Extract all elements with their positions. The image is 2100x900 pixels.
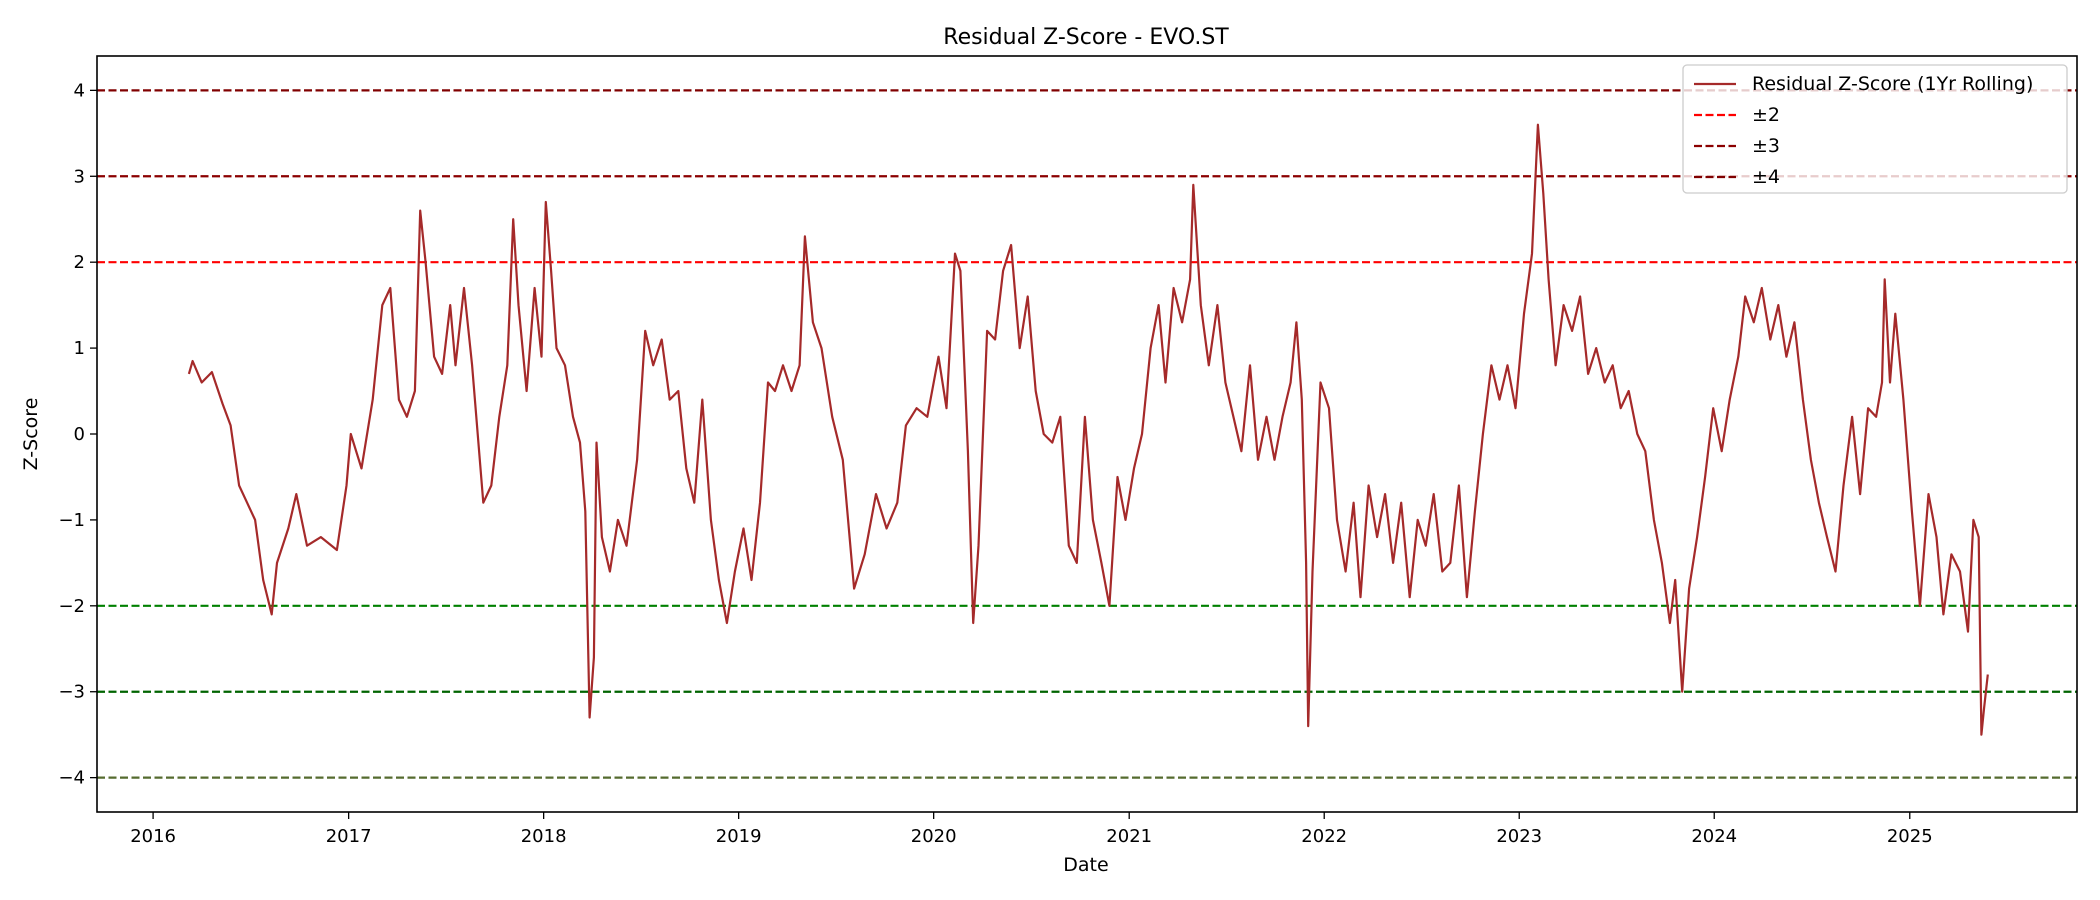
series-line-0	[187, 123, 1989, 736]
x-tick-label: 2022	[1301, 826, 1347, 847]
chart-title: Residual Z-Score - EVO.ST	[943, 25, 1229, 50]
y-tick-label: 1	[74, 338, 85, 359]
y-tick-label: −4	[58, 768, 85, 789]
legend: Residual Z-Score (1Yr Rolling) ±2 ±3 ±4	[1682, 64, 2068, 194]
y-tick-label: 0	[74, 424, 85, 445]
y-tick-label: −2	[58, 596, 85, 617]
x-axis-ticks: 2016 2017 2018 2019 2020 2021 2022 2023 2024 2025	[130, 812, 1933, 847]
legend-label-3: ±4	[1752, 166, 1780, 188]
x-tick-label: 2016	[130, 826, 176, 847]
x-tick-label: 2024	[1691, 826, 1737, 847]
legend-box	[1682, 64, 2068, 194]
legend-label-1: ±2	[1752, 104, 1780, 126]
y-tick-label: −1	[58, 510, 85, 531]
y-tick-label: −3	[58, 682, 85, 703]
y-tick-label: 2	[74, 252, 85, 273]
x-tick-label: 2025	[1887, 826, 1933, 847]
series-layer	[187, 123, 1989, 736]
legend-label-2: ±3	[1752, 135, 1780, 157]
x-tick-label: 2019	[716, 826, 762, 847]
x-tick-label: 2023	[1496, 826, 1542, 847]
y-axis-ticks: 4 3 2 1 0 −1 −2 −3 −4	[58, 80, 97, 789]
y-axis-label: Z-Score	[20, 398, 42, 471]
x-tick-label: 2017	[326, 826, 372, 847]
y-tick-label: 3	[74, 166, 85, 187]
x-tick-label: 2020	[911, 826, 957, 847]
threshold-lines	[97, 89, 2077, 779]
x-tick-label: 2021	[1106, 826, 1152, 847]
legend-label-0: Residual Z-Score (1Yr Rolling)	[1752, 73, 2033, 95]
x-axis-label: Date	[1063, 854, 1108, 876]
y-tick-label: 4	[74, 80, 85, 101]
x-tick-label: 2018	[521, 826, 567, 847]
